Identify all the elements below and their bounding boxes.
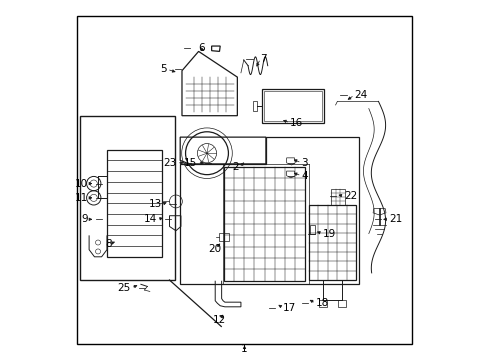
Text: 25: 25 [118, 283, 131, 293]
Text: 10: 10 [75, 179, 88, 189]
Text: 3: 3 [301, 158, 307, 168]
Text: 13: 13 [148, 199, 162, 209]
Text: 14: 14 [143, 214, 157, 224]
Text: 22: 22 [343, 191, 356, 201]
Text: 18: 18 [315, 298, 328, 308]
Bar [308, 205, 355, 280]
Bar [107, 150, 162, 257]
Text: 8: 8 [105, 239, 112, 249]
Text: 6: 6 [198, 43, 204, 53]
Text: 1: 1 [241, 343, 247, 354]
Bar [309, 225, 314, 234]
Bar [252, 101, 257, 111]
Bar [318, 300, 326, 307]
Text: 7: 7 [260, 54, 266, 64]
Text: 19: 19 [322, 229, 335, 239]
Text: 17: 17 [283, 303, 296, 313]
Text: 4: 4 [301, 171, 307, 181]
Bar [337, 300, 346, 307]
Bar [330, 189, 345, 205]
Text: 16: 16 [290, 118, 303, 128]
Text: 9: 9 [81, 214, 88, 224]
Bar [263, 91, 322, 121]
Text: 20: 20 [208, 244, 222, 253]
Text: 11: 11 [75, 193, 88, 203]
Text: 24: 24 [354, 90, 367, 100]
Text: 5: 5 [160, 64, 166, 74]
Text: 12: 12 [212, 315, 225, 325]
Bar [80, 116, 175, 280]
Text: 23: 23 [163, 158, 176, 168]
Bar [261, 89, 324, 123]
Text: 2: 2 [232, 162, 239, 172]
Bar [219, 233, 229, 241]
Bar [224, 167, 305, 281]
Text: 15: 15 [183, 158, 197, 168]
Text: 21: 21 [388, 214, 402, 224]
